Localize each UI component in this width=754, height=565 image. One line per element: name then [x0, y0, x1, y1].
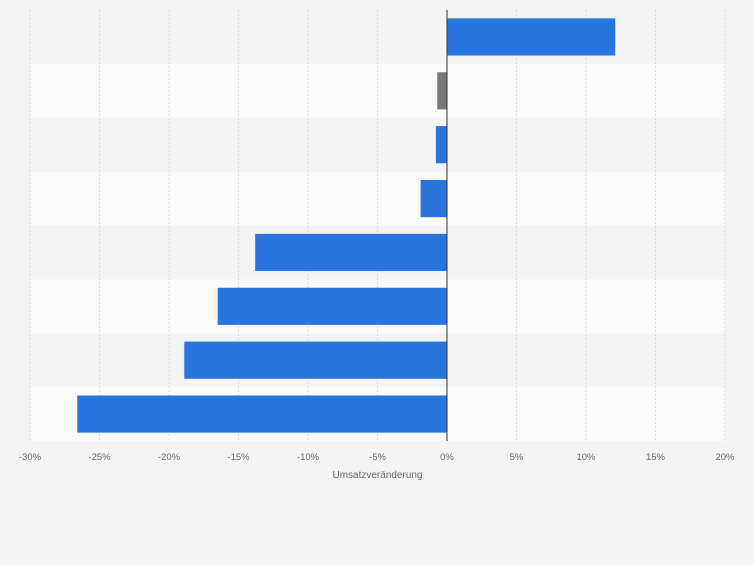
bar[interactable]: [77, 395, 447, 433]
bars: [77, 18, 616, 433]
bar[interactable]: [420, 179, 447, 218]
x-tick-label: 0%: [440, 452, 454, 463]
x-tick-label: -20%: [158, 452, 181, 463]
bar[interactable]: [217, 287, 447, 325]
x-tick-label: -15%: [227, 452, 250, 463]
x-tick-label: -5%: [369, 452, 386, 463]
x-tick-labels: -30% -25% -20% -15% -10% -5% 0% 5% 10% 15% 20%: [19, 452, 735, 463]
bar[interactable]: [255, 233, 447, 272]
x-tick-label: -30%: [19, 452, 42, 463]
bar[interactable]: [447, 18, 616, 56]
bar[interactable]: [184, 341, 448, 379]
x-axis-title: Umsatzveränderung: [332, 470, 422, 481]
bar[interactable]: [435, 126, 447, 164]
x-tick-label: -25%: [88, 452, 111, 463]
bar[interactable]: [437, 72, 447, 110]
x-tick-label: 15%: [646, 452, 666, 463]
x-tick-label: 10%: [576, 452, 596, 463]
x-tick-label: 5%: [510, 452, 524, 463]
x-tick-label: 20%: [715, 452, 735, 463]
x-tick-label: -10%: [297, 452, 320, 463]
